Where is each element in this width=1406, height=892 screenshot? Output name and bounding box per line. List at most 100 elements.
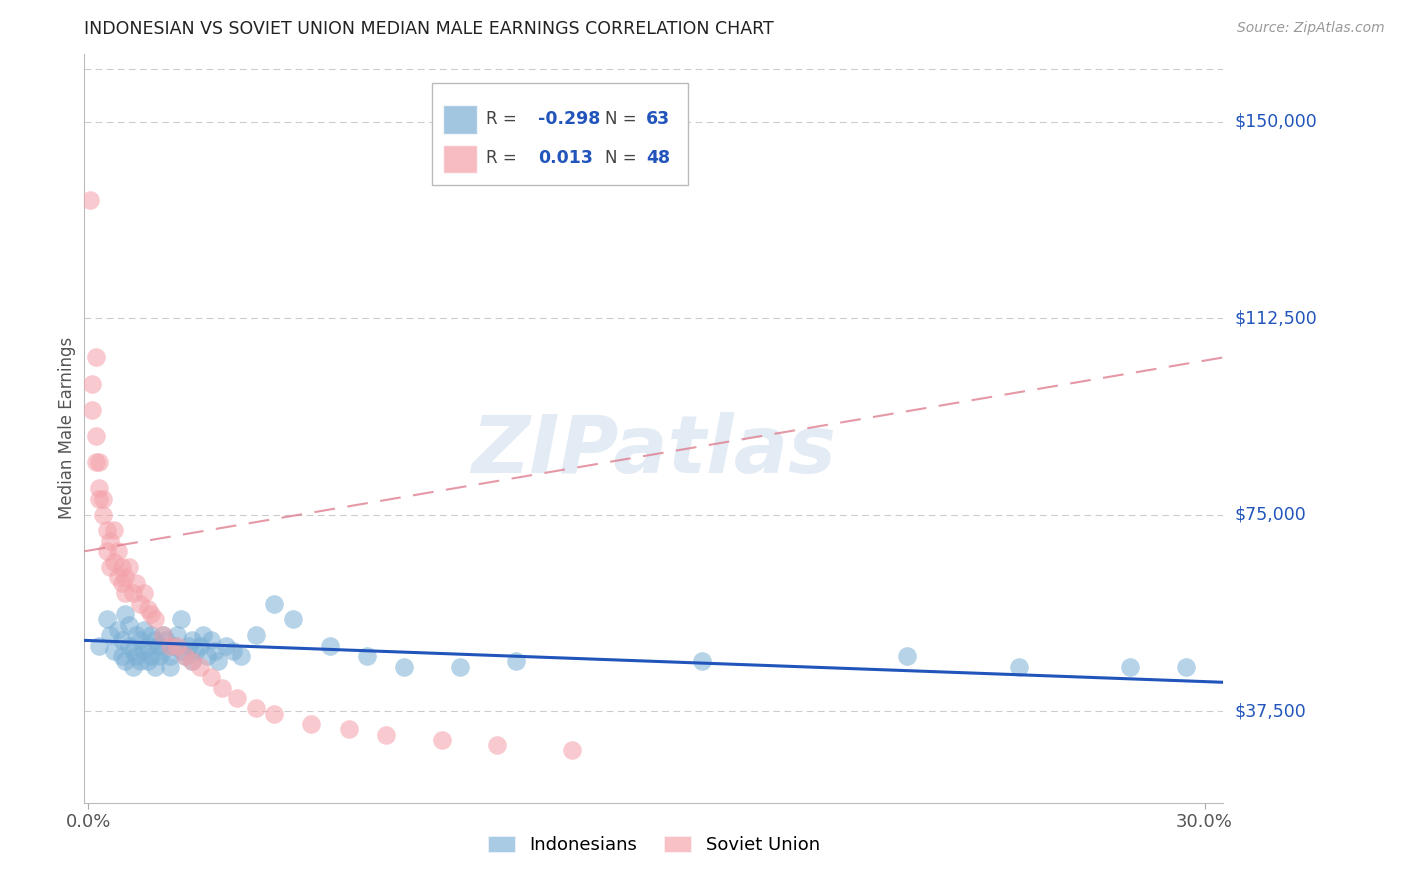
Text: $37,500: $37,500 <box>1234 702 1306 720</box>
Point <box>200 633 222 648</box>
Point <box>299 717 322 731</box>
Point <box>84 351 107 365</box>
Point <box>89 482 111 496</box>
Point <box>118 639 141 653</box>
Point <box>114 654 136 668</box>
Point <box>107 544 129 558</box>
Point <box>152 628 174 642</box>
Point <box>91 491 114 506</box>
Point <box>118 617 141 632</box>
Point <box>121 586 143 600</box>
Point <box>1007 659 1029 673</box>
Point <box>356 649 378 664</box>
Point <box>374 728 396 742</box>
Text: Source: ZipAtlas.com: Source: ZipAtlas.com <box>1237 21 1385 35</box>
Point <box>188 659 211 673</box>
Point <box>148 649 170 664</box>
Point <box>170 612 193 626</box>
Point <box>486 738 509 752</box>
Point <box>159 639 181 653</box>
Point <box>177 639 200 653</box>
Point <box>896 649 918 664</box>
Point <box>110 560 132 574</box>
Point <box>100 533 122 548</box>
Point <box>80 402 103 417</box>
Point <box>89 455 111 469</box>
Point <box>245 701 267 715</box>
Point <box>96 612 118 626</box>
Point <box>107 570 129 584</box>
Point <box>143 633 166 648</box>
Y-axis label: Median Male Earnings: Median Male Earnings <box>58 337 76 519</box>
Point <box>394 659 416 673</box>
Point <box>100 560 122 574</box>
Point <box>173 649 195 664</box>
Legend: Indonesians, Soviet Union: Indonesians, Soviet Union <box>481 829 827 861</box>
Bar <box>443 105 477 134</box>
Point <box>430 733 453 747</box>
Text: $150,000: $150,000 <box>1234 112 1317 130</box>
Point <box>245 628 267 642</box>
Point <box>181 633 204 648</box>
Text: N =: N = <box>605 150 637 168</box>
Text: ZIPatlas: ZIPatlas <box>471 411 837 490</box>
Point <box>100 628 122 642</box>
Point <box>166 639 188 653</box>
Point <box>159 659 181 673</box>
Text: N =: N = <box>605 110 637 128</box>
Point <box>103 644 125 658</box>
Point <box>84 429 107 443</box>
Point <box>337 723 360 737</box>
Point <box>505 654 527 668</box>
Point <box>125 649 148 664</box>
Point <box>215 639 238 653</box>
Point <box>159 649 181 664</box>
Point <box>96 544 118 558</box>
Text: 63: 63 <box>645 110 669 128</box>
Point <box>110 575 132 590</box>
Point <box>89 639 111 653</box>
Point <box>184 644 207 658</box>
Point <box>132 644 155 658</box>
Point <box>319 639 342 653</box>
Point <box>195 649 218 664</box>
Point <box>136 654 159 668</box>
Point <box>136 639 159 653</box>
Point <box>163 639 186 653</box>
Point <box>222 644 245 658</box>
Point <box>114 586 136 600</box>
Text: R =: R = <box>486 110 517 128</box>
Point <box>263 706 285 721</box>
Point <box>204 644 226 658</box>
Point <box>188 639 211 653</box>
FancyBboxPatch shape <box>432 84 688 185</box>
Point <box>136 602 159 616</box>
Point <box>103 524 125 538</box>
Point <box>449 659 471 673</box>
Point <box>107 623 129 637</box>
Point <box>181 654 204 668</box>
Point <box>125 575 148 590</box>
Point <box>141 607 163 622</box>
Point <box>129 654 152 668</box>
Point <box>200 670 222 684</box>
Text: R =: R = <box>486 150 517 168</box>
Point <box>155 633 177 648</box>
Point <box>1175 659 1198 673</box>
Point <box>103 555 125 569</box>
Point <box>96 524 118 538</box>
Text: 0.013: 0.013 <box>537 150 592 168</box>
Point <box>207 654 229 668</box>
Point <box>690 654 713 668</box>
Point <box>193 628 215 642</box>
Point <box>152 644 174 658</box>
Point <box>125 628 148 642</box>
Point <box>129 597 152 611</box>
Point <box>263 597 285 611</box>
Text: 48: 48 <box>645 150 669 168</box>
Point <box>84 455 107 469</box>
Point <box>170 644 193 658</box>
Point <box>129 633 152 648</box>
Point <box>118 560 141 574</box>
Point <box>561 743 583 757</box>
